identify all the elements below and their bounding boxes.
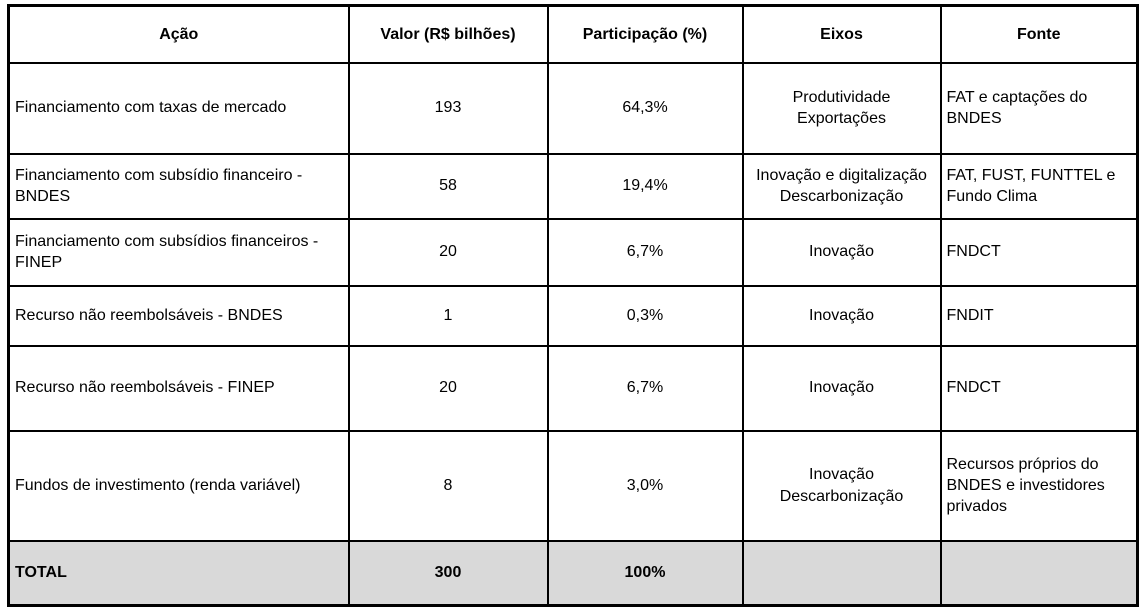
cell-participacao: 3,0% bbox=[546, 429, 744, 542]
table-row: Financiamento com subsídios financeiros … bbox=[7, 217, 1139, 287]
total-fonte-empty bbox=[939, 539, 1139, 607]
header-row: Ação Valor (R$ bilhões) Participação (%)… bbox=[7, 4, 1139, 64]
column-header-fonte: Fonte bbox=[939, 4, 1139, 64]
cell-valor: 58 bbox=[347, 152, 549, 220]
cell-acao: Financiamento com subsídios financeiros … bbox=[7, 217, 350, 287]
table-row: Fundos de investimento (renda variável) … bbox=[7, 429, 1139, 542]
cell-eixos: Inovação Descarbonização bbox=[741, 429, 942, 542]
cell-valor: 8 bbox=[347, 429, 549, 542]
cell-fonte: FAT, FUST, FUNTTEL e Fundo Clima bbox=[939, 152, 1139, 220]
column-header-eixos: Eixos bbox=[741, 4, 942, 64]
cell-participacao: 6,7% bbox=[546, 217, 744, 287]
table-row: Recurso não reembolsáveis - BNDES 1 0,3%… bbox=[7, 284, 1139, 347]
investment-actions-table: Ação Valor (R$ bilhões) Participação (%)… bbox=[7, 4, 1139, 607]
cell-fonte: FNDCT bbox=[939, 344, 1139, 432]
cell-valor: 193 bbox=[347, 61, 549, 155]
cell-fonte: Recursos próprios do BNDES e investidore… bbox=[939, 429, 1139, 542]
total-eixos-empty bbox=[741, 539, 942, 607]
table-row: Recurso não reembolsáveis - FINEP 20 6,7… bbox=[7, 344, 1139, 432]
column-header-valor: Valor (R$ bilhões) bbox=[347, 4, 549, 64]
cell-fonte: FNDIT bbox=[939, 284, 1139, 347]
total-row: TOTAL 300 100% bbox=[7, 539, 1139, 607]
total-label: TOTAL bbox=[7, 539, 350, 607]
cell-valor: 20 bbox=[347, 217, 549, 287]
cell-acao: Financiamento com subsídio financeiro - … bbox=[7, 152, 350, 220]
table-row: Financiamento com taxas de mercado 193 6… bbox=[7, 61, 1139, 155]
cell-participacao: 0,3% bbox=[546, 284, 744, 347]
cell-participacao: 6,7% bbox=[546, 344, 744, 432]
cell-acao: Recurso não reembolsáveis - FINEP bbox=[7, 344, 350, 432]
cell-fonte: FAT e captações do BNDES bbox=[939, 61, 1139, 155]
cell-valor: 1 bbox=[347, 284, 549, 347]
cell-acao: Fundos de investimento (renda variável) bbox=[7, 429, 350, 542]
cell-eixos: Produtividade Exportações bbox=[741, 61, 942, 155]
column-header-participacao: Participação (%) bbox=[546, 4, 744, 64]
cell-fonte: FNDCT bbox=[939, 217, 1139, 287]
cell-valor: 20 bbox=[347, 344, 549, 432]
table-row: Financiamento com subsídio financeiro - … bbox=[7, 152, 1139, 220]
cell-eixos: Inovação bbox=[741, 284, 942, 347]
cell-eixos: Inovação e digitalização Descarbonização bbox=[741, 152, 942, 220]
cell-participacao: 64,3% bbox=[546, 61, 744, 155]
cell-eixos: Inovação bbox=[741, 344, 942, 432]
cell-acao: Recurso não reembolsáveis - BNDES bbox=[7, 284, 350, 347]
cell-acao: Financiamento com taxas de mercado bbox=[7, 61, 350, 155]
cell-eixos: Inovação bbox=[741, 217, 942, 287]
total-participacao: 100% bbox=[546, 539, 744, 607]
column-header-acao: Ação bbox=[7, 4, 350, 64]
cell-participacao: 19,4% bbox=[546, 152, 744, 220]
total-valor: 300 bbox=[347, 539, 549, 607]
